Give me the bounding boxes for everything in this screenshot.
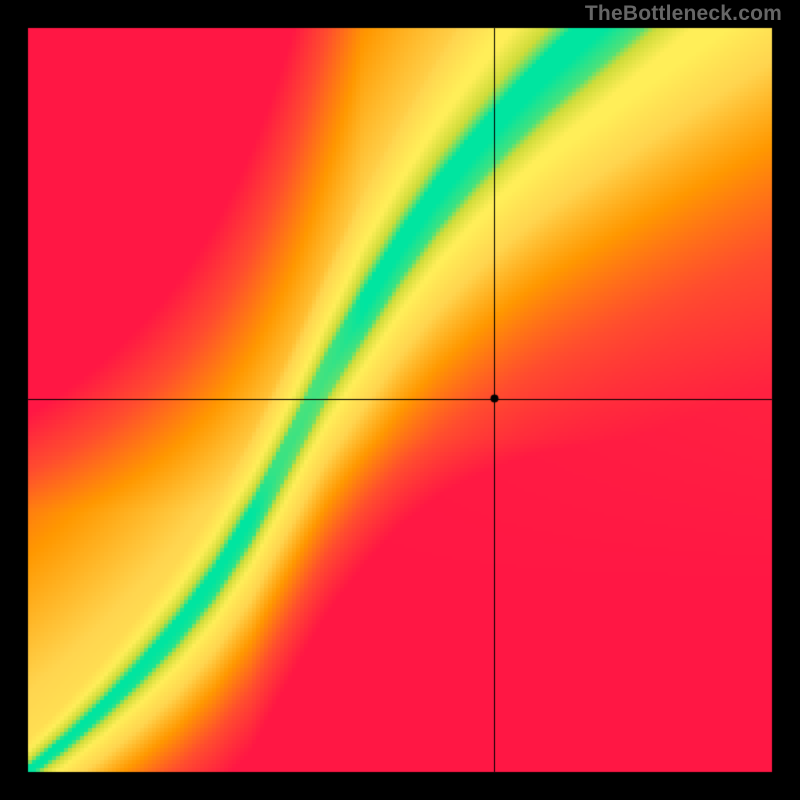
watermark-text: TheBottleneck.com (585, 2, 782, 26)
crosshair-overlay (0, 0, 800, 800)
chart-container: { "watermark": { "text": "TheBottleneck.… (0, 0, 800, 800)
